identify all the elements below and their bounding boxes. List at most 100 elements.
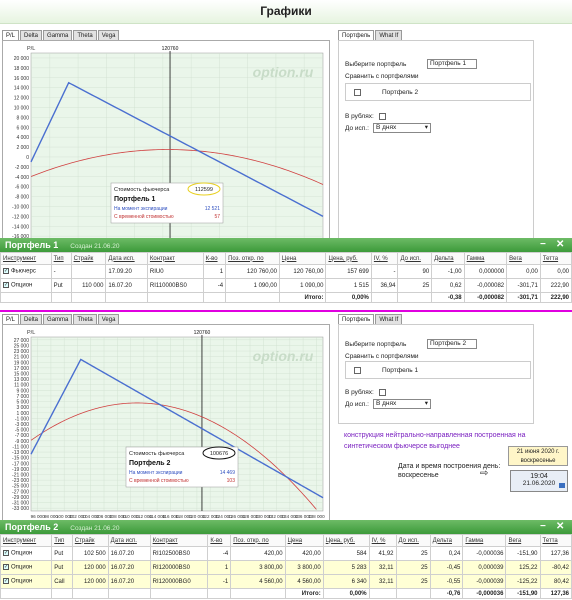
column-header[interactable]: До исп. <box>395 534 431 547</box>
side-tab-1[interactable]: What If <box>375 30 403 41</box>
column-header[interactable]: Тетта <box>539 534 572 547</box>
expiry-select[interactable]: В днях ▾ <box>373 123 431 133</box>
x-tick-label: 122 000 <box>202 514 219 519</box>
rubles-checkbox[interactable] <box>379 113 386 120</box>
table-cell: ✓ Опцион <box>0 560 53 575</box>
row-checkbox[interactable]: ✓ <box>3 564 9 571</box>
portfolio-select[interactable]: Портфель 1 <box>427 59 477 69</box>
column-header[interactable]: Тип <box>51 534 73 547</box>
compare-checkbox[interactable] <box>354 89 361 96</box>
compare-checkbox[interactable] <box>354 367 361 374</box>
table-cell: 420,00 <box>284 546 324 561</box>
tab-theta[interactable]: Theta <box>73 314 97 325</box>
tooltip-price-label: Стоимость фьючерса <box>114 187 170 193</box>
side-tab-1[interactable]: What If <box>375 314 403 325</box>
table-cell: 120 000 <box>71 560 109 575</box>
underlying-price-label: 120760 <box>194 330 211 336</box>
watermark: option.ru <box>253 348 314 364</box>
row-checkbox[interactable]: ✓ <box>3 578 9 585</box>
rubles-checkbox[interactable] <box>379 389 386 396</box>
tab-gamma[interactable]: Gamma <box>43 314 73 325</box>
portfolio-select[interactable]: Портфель 2 <box>427 339 477 349</box>
close-icon[interactable]: ✕ <box>556 239 565 250</box>
column-header[interactable]: Дельта <box>429 534 464 547</box>
column-header[interactable]: Цена <box>284 534 324 547</box>
tab-pl[interactable]: P/L <box>2 30 20 41</box>
close-icon[interactable]: ✕ <box>556 521 565 532</box>
column-header[interactable]: Вега <box>505 534 541 547</box>
row-checkbox[interactable]: ✓ <box>3 268 9 275</box>
column-header[interactable]: Инструмент <box>0 252 52 265</box>
minimize-icon[interactable]: − <box>540 521 546 532</box>
x-tick-label: 134 000 <box>282 514 299 519</box>
column-header[interactable]: Страйк <box>71 534 109 547</box>
side-tabs: Портфель What If <box>338 314 403 325</box>
table-row[interactable]: ✓ Фьючерс -17.09.20 RIU0 1 120 760,00 120 760,… <box>0 264 572 279</box>
table-row[interactable]: ✓ Опцион Call 120 000 16.07.20 RI120000BG0 -1 4… <box>0 574 572 589</box>
column-header[interactable]: Поз. откр. по <box>230 534 286 547</box>
y-tick-label: -27 000 <box>12 489 29 495</box>
table-cell: Put <box>51 546 73 561</box>
table-cell: 1 <box>207 560 232 575</box>
side-tab-0[interactable]: Портфель <box>338 314 375 325</box>
column-header[interactable]: Вега <box>506 252 541 265</box>
total-cell <box>230 588 286 599</box>
tab-delta[interactable]: Delta <box>20 314 43 325</box>
highlight-ellipse <box>202 446 236 460</box>
table-cell: -4 <box>202 278 227 293</box>
column-header[interactable]: Поз. откр. по <box>225 252 280 265</box>
compare-label: Сравнить с портфелями <box>345 353 419 360</box>
tab-gamma[interactable]: Gamma <box>43 30 73 41</box>
table-cell: 36,94 <box>370 278 399 293</box>
column-header[interactable]: Контракт <box>146 252 204 265</box>
minimize-icon[interactable]: − <box>540 239 546 250</box>
tab-theta[interactable]: Theta <box>73 30 97 41</box>
column-header[interactable]: К-во <box>207 534 232 547</box>
row-checkbox[interactable]: ✓ <box>3 282 9 289</box>
column-header[interactable]: К-во <box>202 252 227 265</box>
table-cell <box>70 264 107 279</box>
column-header[interactable]: Цена <box>278 252 327 265</box>
row-checkbox[interactable]: ✓ <box>3 550 9 557</box>
column-header[interactable]: Тетта <box>539 252 572 265</box>
column-header[interactable]: Цена, руб. <box>322 534 370 547</box>
tab-vega[interactable]: Vega <box>97 314 120 325</box>
tooltip-time-label: С временной стоимостью <box>129 477 189 484</box>
column-header[interactable]: IV, % <box>368 534 397 547</box>
column-header[interactable]: Дата исп. <box>107 534 151 547</box>
column-header[interactable]: IV, % <box>370 252 399 265</box>
expiry-select[interactable]: В днях ▾ <box>373 399 431 409</box>
x-tick-label: 116 000 <box>162 514 179 519</box>
column-header[interactable]: Дата исп. <box>105 252 148 265</box>
table-cell: - <box>370 264 399 279</box>
y-tick-label: 9 000 <box>16 388 29 394</box>
y-tick-label: -4 000 <box>15 175 29 181</box>
column-header[interactable]: Дельта <box>431 252 465 265</box>
column-header[interactable]: Гамма <box>463 252 508 265</box>
table-cell: 0,24 <box>429 546 464 561</box>
side-tab-0[interactable]: Портфель <box>338 30 375 41</box>
table-cell: -0,55 <box>429 574 464 589</box>
column-header[interactable]: Цена, руб. <box>325 252 372 265</box>
table-cell: 25 <box>397 278 433 293</box>
table-row[interactable]: ✓ Опцион Put 120 000 16.07.20 RI120000BS0 1 3 8… <box>0 560 572 575</box>
table-cell: -4 <box>207 546 232 561</box>
y-tick-label: -14 000 <box>12 224 29 230</box>
tab-delta[interactable]: Delta <box>20 30 43 41</box>
tab-vega[interactable]: Vega <box>97 30 120 41</box>
x-tick-label: 102 000 <box>69 514 86 519</box>
table-row[interactable]: ✓ Опцион Put 110 000 16.07.20 RI110000BS0 -4 1 … <box>0 278 572 293</box>
table-cell: 32,11 <box>368 560 397 575</box>
tab-pl[interactable]: P/L <box>2 314 20 325</box>
column-header[interactable]: Тип <box>50 252 72 265</box>
table-cell: -0,000082 <box>463 278 508 293</box>
column-header[interactable]: Страйк <box>70 252 107 265</box>
table-cell: 0,00 <box>506 264 541 279</box>
column-header[interactable]: Гамма <box>462 534 507 547</box>
table-row[interactable]: ✓ Опцион Put 102 500 16.07.20 RI102500BS0 -4 42… <box>0 546 572 561</box>
column-header[interactable]: Контракт <box>149 534 209 547</box>
column-header[interactable]: Инструмент <box>0 534 53 547</box>
chart-tabs: P/L Delta Gamma Theta Vega <box>2 30 120 41</box>
column-header[interactable]: До исп. <box>397 252 433 265</box>
system-clock[interactable]: 19:04 21.06.2020 <box>510 470 568 492</box>
